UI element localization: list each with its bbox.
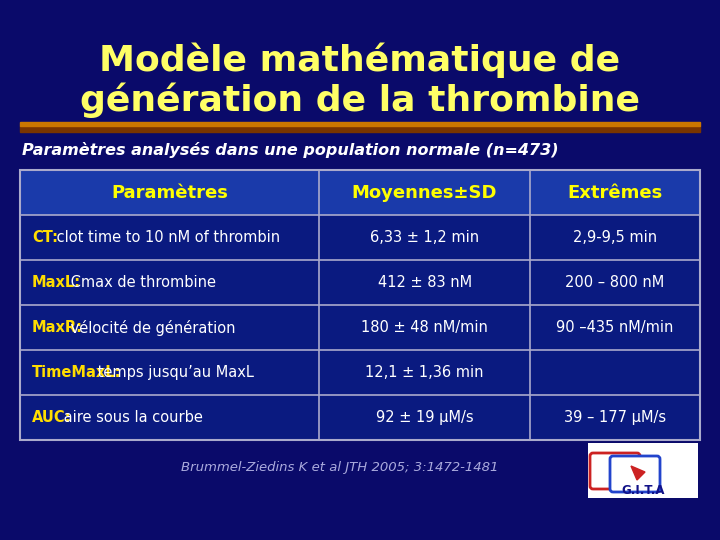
- Text: MaxR:: MaxR:: [32, 320, 83, 335]
- Bar: [20, 215, 700, 260]
- Bar: [20, 126, 700, 132]
- Text: 39 – 177 μM/s: 39 – 177 μM/s: [564, 410, 666, 425]
- Bar: [20, 170, 700, 215]
- Text: 6,33 ± 1,2 min: 6,33 ± 1,2 min: [370, 230, 480, 245]
- Text: Paramètres: Paramètres: [111, 184, 228, 201]
- FancyBboxPatch shape: [610, 456, 660, 492]
- Text: 90 –435 nM/min: 90 –435 nM/min: [557, 320, 674, 335]
- Text: 12,1 ± 1,36 min: 12,1 ± 1,36 min: [365, 365, 484, 380]
- Text: temps jusqu’au MaxL: temps jusqu’au MaxL: [93, 365, 254, 380]
- Bar: [588, 443, 698, 498]
- Text: génération de la thrombine: génération de la thrombine: [80, 82, 640, 118]
- Text: AUC:: AUC:: [32, 410, 71, 425]
- Text: TimeMaxL:: TimeMaxL:: [32, 365, 122, 380]
- Text: 180 ± 48 nM/min: 180 ± 48 nM/min: [361, 320, 488, 335]
- Polygon shape: [631, 466, 645, 480]
- Bar: [20, 395, 700, 440]
- Bar: [20, 305, 700, 350]
- Text: Paramètres analysés dans une population normale (n=473): Paramètres analysés dans une population …: [22, 142, 559, 158]
- Text: G.I.T.A: G.I.T.A: [621, 483, 665, 496]
- Text: 412 ± 83 nM: 412 ± 83 nM: [377, 275, 472, 290]
- Bar: [20, 350, 700, 395]
- Text: Brummel-Ziedins K et al JTH 2005; 3:1472-1481: Brummel-Ziedins K et al JTH 2005; 3:1472…: [181, 462, 499, 475]
- Text: Cmax de thrombine: Cmax de thrombine: [66, 275, 216, 290]
- Text: Modèle mathématique de: Modèle mathématique de: [99, 42, 621, 78]
- Text: 2,9-9,5 min: 2,9-9,5 min: [573, 230, 657, 245]
- Bar: [20, 260, 700, 305]
- Text: aire sous la courbe: aire sous la courbe: [59, 410, 203, 425]
- Bar: [20, 170, 700, 440]
- Text: vélocité de génération: vélocité de génération: [66, 320, 235, 335]
- Text: Moyennes±SD: Moyennes±SD: [352, 184, 498, 201]
- FancyBboxPatch shape: [590, 453, 640, 489]
- Text: 200 – 800 nM: 200 – 800 nM: [565, 275, 665, 290]
- Text: clot time to 10 nM of thrombin: clot time to 10 nM of thrombin: [53, 230, 281, 245]
- Text: 92 ± 19 μM/s: 92 ± 19 μM/s: [376, 410, 474, 425]
- Text: MaxL:: MaxL:: [32, 275, 81, 290]
- Text: Extrêmes: Extrêmes: [567, 184, 662, 201]
- Text: CT:: CT:: [32, 230, 58, 245]
- Bar: [20, 122, 700, 126]
